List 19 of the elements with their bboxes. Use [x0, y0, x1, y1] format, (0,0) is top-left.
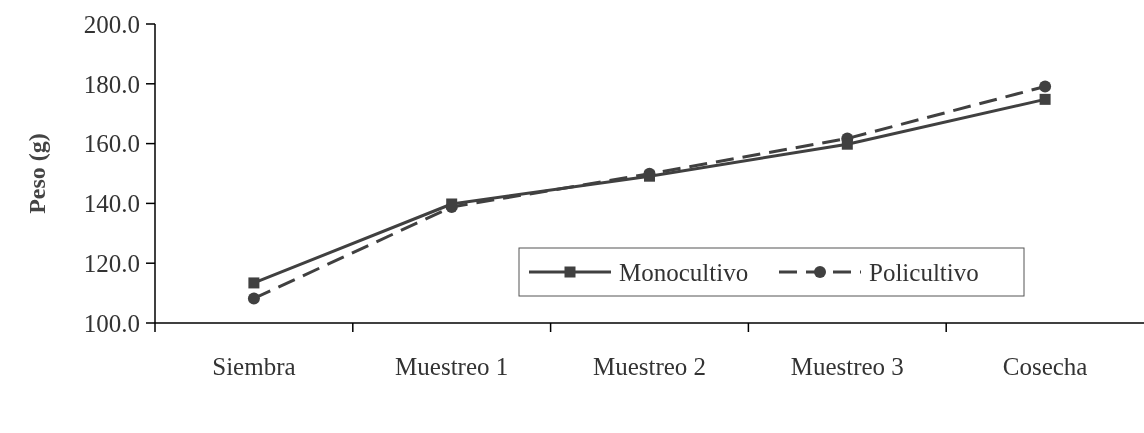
point [247, 292, 260, 305]
y-tick-label: 140.0 [83, 190, 140, 218]
y-tick-label: 120.0 [83, 249, 140, 277]
point [1039, 80, 1052, 93]
y-tick-label: 100.0 [83, 309, 140, 337]
point [248, 277, 260, 289]
x-tick-label: Cosecha [1002, 353, 1088, 380]
y-tick-label: 160.0 [83, 130, 140, 158]
legend-label: Monocultivo [619, 258, 749, 286]
legend-label: Policultivo [869, 258, 979, 286]
y-axis-title: Peso (g) [24, 133, 50, 214]
y-tick-label: 200.0 [83, 10, 140, 38]
x-tick-label: Siembra [212, 353, 296, 380]
x-tick-label: Muestreo 1 [395, 353, 509, 380]
point [841, 138, 853, 150]
point [1039, 93, 1051, 105]
y-tick-label: 180.0 [83, 70, 140, 98]
x-tick-label: Muestreo 3 [790, 353, 904, 380]
x-tick-label: Muestreo 2 [592, 353, 707, 380]
